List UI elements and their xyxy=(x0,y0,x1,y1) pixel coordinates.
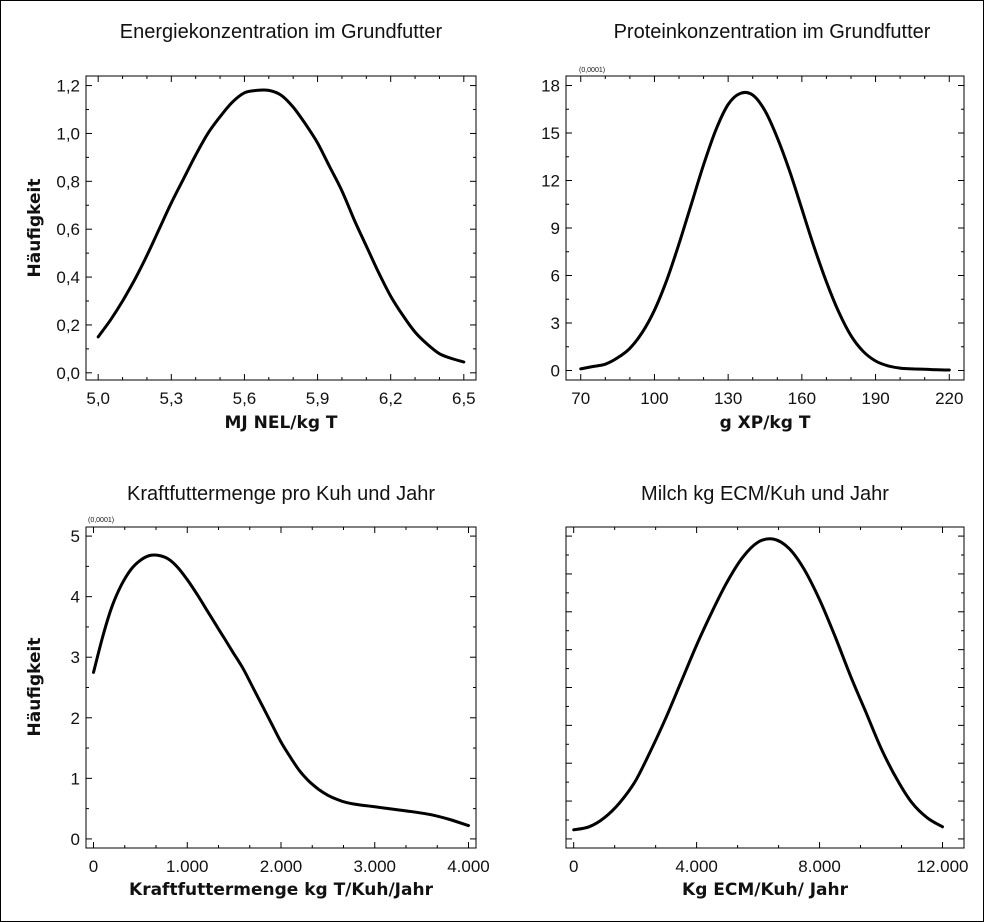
density-curve xyxy=(572,537,944,832)
x-axis-label: Kraftfuttermenge kg T/Kuh/Jahr xyxy=(129,880,434,900)
x-axis-label: Kg ECM/Kuh/ Jahr xyxy=(682,880,849,900)
plot-area-frame xyxy=(565,526,965,849)
y-tick-label: 4 xyxy=(71,588,80,607)
chart-title: Kraftfuttermenge pro Kuh und Jahr xyxy=(127,483,435,505)
x-axis-label: g XP/kg T xyxy=(720,413,811,433)
density-curve xyxy=(579,90,951,372)
x-axis-label: MJ NEL/kg T xyxy=(224,413,337,433)
x-tick-label: 5,9 xyxy=(306,389,330,408)
x-tick-label: 0 xyxy=(89,857,98,876)
x-tick-label: 5,6 xyxy=(233,389,257,408)
chart-panel-2: Proteinkonzentration im Grundfutter (0,00… xyxy=(541,21,965,433)
y-tick-label: 1 xyxy=(71,769,80,788)
y-tick-label: 0,6 xyxy=(56,220,80,239)
y-tick-label: 1,2 xyxy=(56,77,80,96)
y-tick-label: 6 xyxy=(551,267,560,286)
y-tick-label: 15 xyxy=(541,124,560,143)
x-tick-label: 70 xyxy=(571,389,590,408)
y-tick-label: 0 xyxy=(551,362,560,381)
plot-area-frame xyxy=(85,526,477,849)
x-tick-label: 190 xyxy=(861,389,889,408)
x-tick-label: 1.000 xyxy=(166,857,209,876)
y-axis-label: Häufigkeit xyxy=(25,638,45,737)
x-tick-label: 100 xyxy=(640,389,668,408)
chart-panel-1: Energiekonzentration im Grundfutter MJ NE… xyxy=(25,21,477,433)
x-tick-label: 220 xyxy=(935,389,963,408)
x-tick-label: 5,0 xyxy=(86,389,110,408)
y-tick-label: 18 xyxy=(541,77,560,96)
y-tick-label: 0,2 xyxy=(56,316,80,335)
y-tick-label: 0,4 xyxy=(56,268,80,287)
plot-area-frame xyxy=(565,75,965,381)
y-tick-label: 0 xyxy=(71,830,80,849)
x-tick-label: 6,5 xyxy=(452,389,476,408)
x-tick-label: 8.000 xyxy=(798,857,841,876)
x-tick-label: 12.000 xyxy=(916,857,968,876)
axis-multiplier-label: (0,0001) xyxy=(88,517,114,524)
x-tick-label: 2.000 xyxy=(260,857,303,876)
y-tick-label: 3 xyxy=(71,648,80,667)
y-tick-label: 0,0 xyxy=(56,364,80,383)
x-tick-label: 0 xyxy=(569,857,578,876)
y-tick-label: 12 xyxy=(541,172,560,191)
chart-title: Proteinkonzentration im Grundfutter xyxy=(614,21,931,43)
y-tick-label: 3 xyxy=(551,314,560,333)
axis-multiplier-label: (0,0001) xyxy=(579,67,605,74)
plot-area-frame xyxy=(85,75,477,381)
x-tick-label: 6,2 xyxy=(379,389,403,408)
chart-panel-3: Kraftfuttermenge pro Kuh und Jahr (0,0001… xyxy=(25,483,490,900)
y-axis-label: Häufigkeit xyxy=(25,179,45,278)
density-curve xyxy=(96,88,466,364)
y-tick-label: 9 xyxy=(551,219,560,238)
y-tick-label: 1,0 xyxy=(56,124,80,143)
chart-panel-4: Milch kg ECM/Kuh und Jahr Kg ECM/Kuh/ Jah… xyxy=(565,483,968,900)
chart-title: Energiekonzentration im Grundfutter xyxy=(120,21,443,43)
x-tick-label: 3.000 xyxy=(353,857,396,876)
x-tick-label: 5,3 xyxy=(159,389,183,408)
x-tick-label: 130 xyxy=(714,389,742,408)
y-tick-label: 5 xyxy=(71,527,80,546)
chart-title: Milch kg ECM/Kuh und Jahr xyxy=(641,483,889,505)
x-tick-label: 4.000 xyxy=(675,857,718,876)
x-tick-label: 4.000 xyxy=(447,857,490,876)
y-tick-label: 0,8 xyxy=(56,172,80,191)
x-tick-label: 160 xyxy=(788,389,816,408)
density-curve xyxy=(92,553,470,828)
y-tick-label: 2 xyxy=(71,709,80,728)
